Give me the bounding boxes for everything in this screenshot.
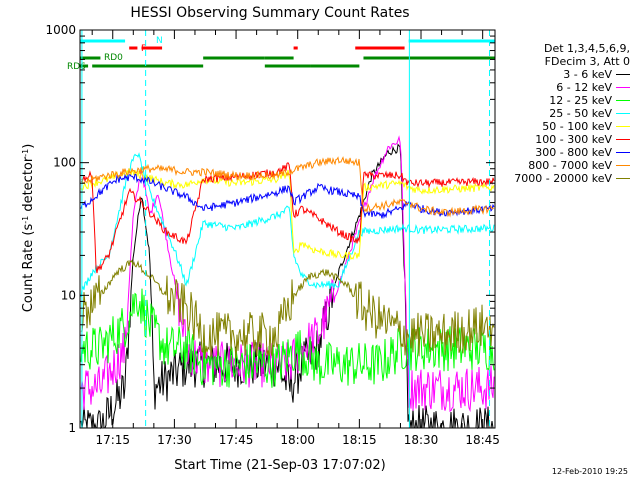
legend-label: 800 - 7000 keV [528,159,612,172]
x-tick-label-2: 17:30 [157,433,192,447]
x-tick-label-6: 18:30 [404,433,439,447]
flag-n-label: N [156,36,163,46]
legend-label: 7000 - 20000 keV [514,172,612,185]
legend-swatch [616,165,630,166]
series-line-5 [80,168,495,261]
y-axis-label: Count Rate (s-1 detector-1) [21,144,37,313]
legend-label: 6 - 12 keV [556,81,612,94]
series-line-8 [80,156,495,218]
legend-entry-9: 7000 - 20000 keV [470,172,630,185]
legend-entry-5: 50 - 100 keV [470,120,630,133]
x-tick-label-1: 17:15 [95,433,130,447]
legend-header-1: Det 1,3,4,5,6,9, [543,42,630,55]
x-tick-label-3: 17:45 [219,433,254,447]
legend-swatch [616,113,630,114]
legend-label: 100 - 300 keV [535,133,612,146]
legend-swatch [616,139,630,140]
legend-entry-1: 3 - 6 keV [470,68,630,81]
legend-swatch [616,74,630,75]
y-tick-label-4: 1000 [45,23,76,37]
legend-swatch [616,126,630,127]
legend-swatch [616,152,630,153]
x-axis-label: Start Time (21-Sep-03 17:07:02) [174,458,385,473]
legend-label: 3 - 6 keV [563,68,612,81]
flag-rd6-label: RD6 [67,62,86,72]
legend-label: 12 - 25 keV [549,94,612,107]
series-line-9 [80,259,495,359]
legend-header-2: FDecim 3, Att 0 [544,55,630,68]
legend-entry-7: 300 - 800 keV [470,146,630,159]
legend-entry-8: 800 - 7000 keV [470,159,630,172]
legend-label: 300 - 800 keV [535,146,612,159]
legend-swatch [616,100,630,101]
legend: Det 1,3,4,5,6,9, FDecim 3, Att 0 3 - 6 k… [470,42,630,185]
legend-swatch [616,87,630,88]
timestamp: 12-Feb-2010 19:25 [551,467,628,476]
flag-bars: NF RD0 RD6 [67,36,495,72]
vertical-markers [81,30,491,428]
y-tick-label-3: 100 [53,156,76,170]
legend-swatch [616,178,630,179]
legend-label: 25 - 50 keV [549,107,612,120]
plot-frame [79,29,496,429]
chart-title: HESSI Observing Summary Count Rates [130,5,409,21]
legend-label: 50 - 100 keV [542,120,612,133]
legend-entry-2: 6 - 12 keV [470,81,630,94]
series-line-4 [80,152,495,297]
flag-rd0-label: RD0 [104,53,123,63]
y-tick-label-1: 1 [68,421,76,435]
series-line-3 [80,288,495,388]
x-tick-label-5: 18:15 [342,433,377,447]
x-tick-label-4: 18:00 [280,433,315,447]
legend-entries: 3 - 6 keV 6 - 12 keV 12 - 25 keV 25 - 50 ke… [470,68,630,185]
y-tick-label-2: 10 [61,288,76,302]
legend-entry-6: 100 - 300 keV [470,133,630,146]
series-line-6 [80,162,495,274]
x-tick-label-7: 18:45 [465,433,500,447]
flag-f-label: F [141,44,146,54]
axes: 1 10 100 1000 17:15 17:30 17:45 18:00 18:15 18:30… [45,23,500,447]
series-layer [80,135,495,430]
legend-entry-4: 25 - 50 keV [470,107,630,120]
legend-entry-3: 12 - 25 keV [470,94,630,107]
